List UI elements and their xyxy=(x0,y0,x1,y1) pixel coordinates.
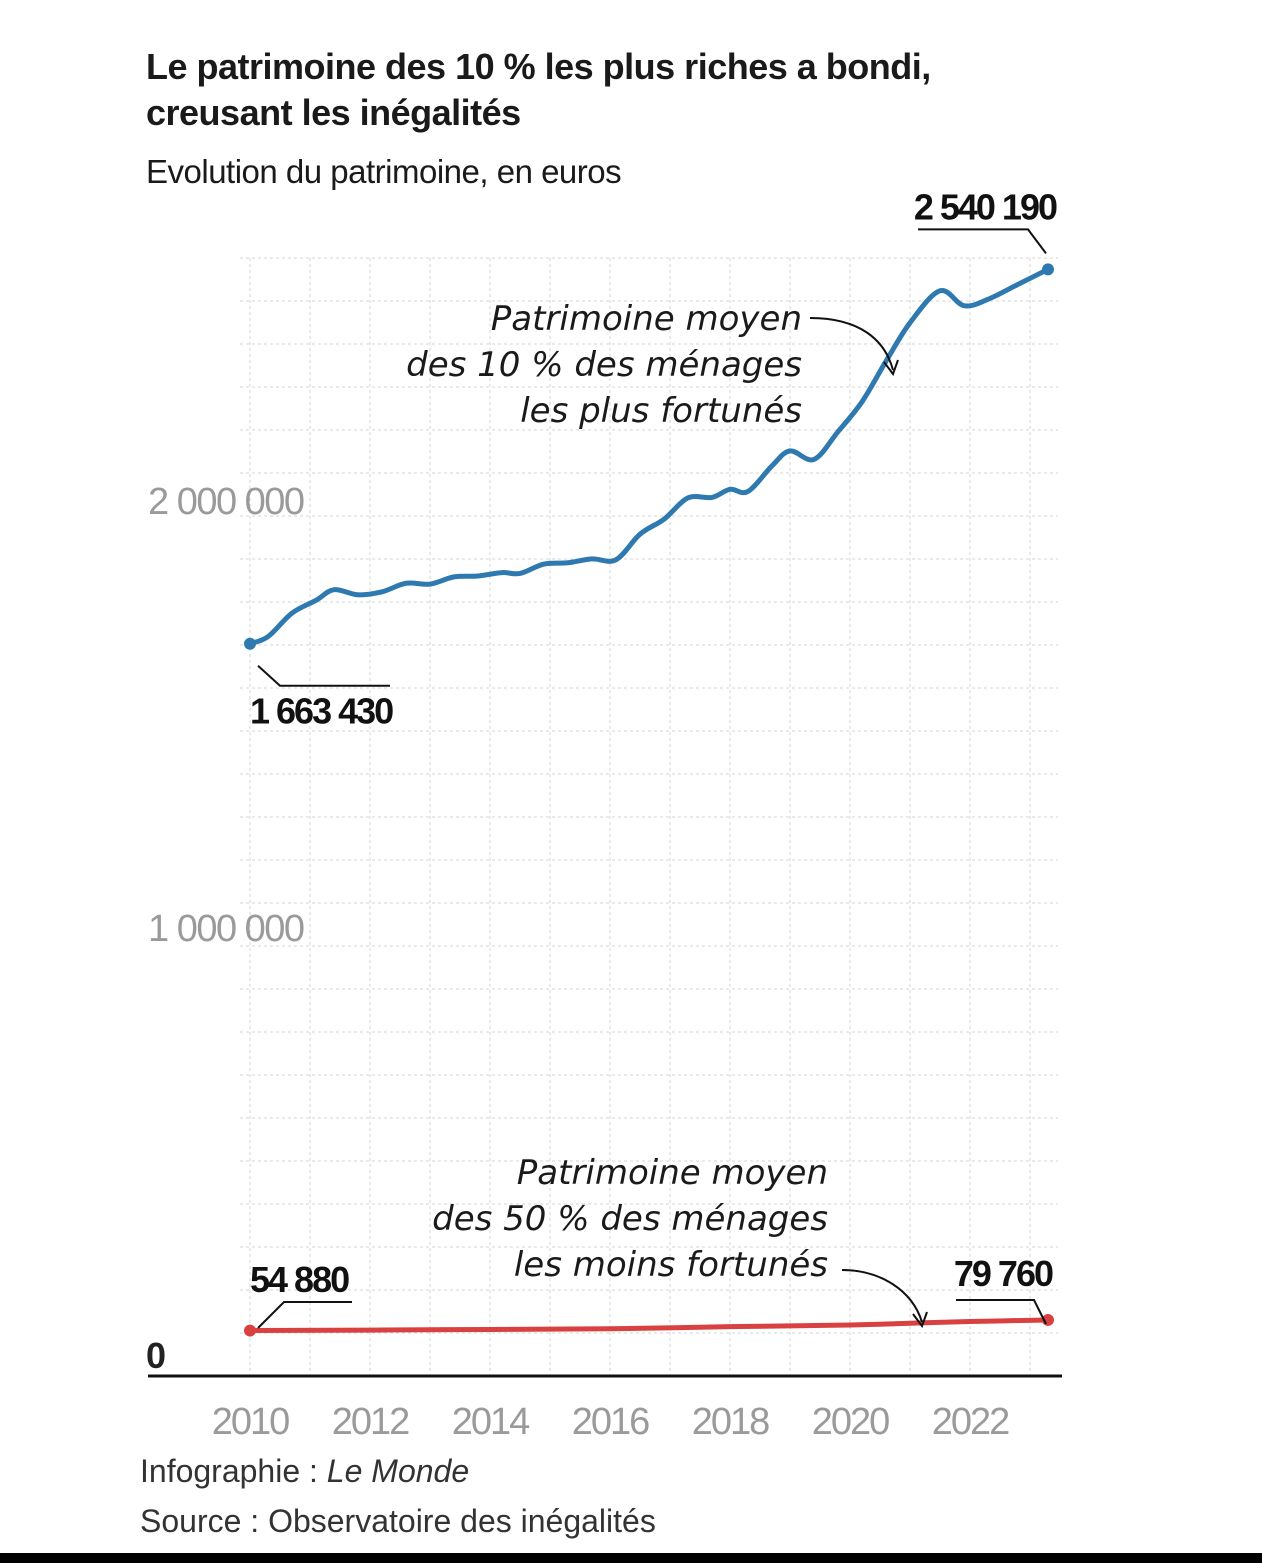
series-label-arrowhead-bottom50 xyxy=(912,1311,928,1329)
start-value-label-bottom50: 54 880 xyxy=(250,1259,349,1300)
series-line-top10 xyxy=(247,266,1051,647)
line-chart: 0 1 000 000 2 000 000 2010 2012 2014 2016 2018 2… xyxy=(146,186,1062,1443)
series-label-arrowhead-top10 xyxy=(883,359,899,377)
end-value-label-top10: 2 540 190 xyxy=(914,186,1057,227)
series-start-point xyxy=(244,637,256,650)
series-label-line-top10: des 10 % des ménages xyxy=(406,345,802,385)
x-tick-label: 2012 xyxy=(332,1401,409,1443)
source-line: Source : Observatoire des inégalités xyxy=(140,1503,656,1539)
chart-title-line-1: Le patrimoine des 10 % les plus riches a… xyxy=(146,46,931,87)
y-tick-label: 0 xyxy=(146,1335,165,1376)
series-label-line-top10: les plus fortunés xyxy=(520,391,802,431)
y-tick-label: 2 000 000 xyxy=(148,481,304,523)
series-label-arrow-top10 xyxy=(809,317,894,371)
credit-line: Infographie : Le Monde xyxy=(140,1452,469,1490)
start-value-leader-bottom50 xyxy=(257,1301,352,1329)
series-line-bottom50 xyxy=(247,1317,1051,1334)
start-value-leader xyxy=(257,664,390,687)
series-end-point xyxy=(1042,263,1054,276)
series-label-line-top10: Patrimoine moyen xyxy=(491,299,802,339)
end-value-label-bottom50: 79 760 xyxy=(954,1253,1053,1294)
end-value-leader-bottom50 xyxy=(956,1299,1047,1325)
x-tick-label: 2016 xyxy=(572,1401,649,1443)
series-label-line-bottom50: les moins fortunés xyxy=(514,1245,828,1285)
series-top10 xyxy=(244,263,1054,650)
y-tick-label: 1 000 000 xyxy=(148,908,304,950)
grid xyxy=(240,257,1058,1376)
credit-name: Le Monde xyxy=(326,1453,470,1489)
x-tick-label: 2014 xyxy=(452,1401,530,1443)
series-label-arrow-bottom50 xyxy=(841,1269,923,1323)
x-tick-label: 2018 xyxy=(692,1401,769,1443)
credit-prefix: Infographie : xyxy=(140,1453,327,1489)
chart-title-line-2: creusant les inégalités xyxy=(146,92,521,133)
series-start-point xyxy=(244,1324,256,1337)
x-tick-label: 2020 xyxy=(812,1401,889,1443)
series-label-line-bottom50: Patrimoine moyen xyxy=(517,1153,828,1193)
x-tick-label: 2010 xyxy=(212,1401,289,1443)
bottom-bar xyxy=(0,1553,1262,1563)
series-label-line-bottom50: des 50 % des ménages xyxy=(432,1199,828,1239)
x-tick-label: 2022 xyxy=(932,1401,1009,1443)
start-value-label-top10: 1 663 430 xyxy=(250,691,393,732)
chart-title: Le patrimoine des 10 % les plus riches a… xyxy=(146,44,1146,136)
chart-subtitle: Evolution du patrimoine, en euros xyxy=(146,153,622,190)
end-value-leader xyxy=(918,228,1047,254)
